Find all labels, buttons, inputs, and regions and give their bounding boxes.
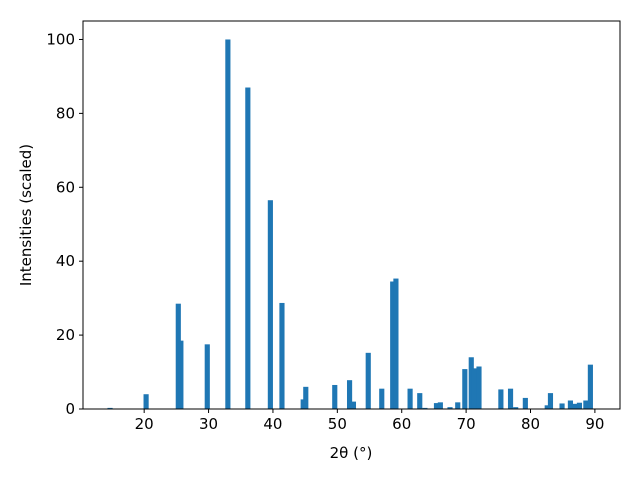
bar [522,397,528,409]
bar [393,278,399,409]
bar [476,366,482,409]
x-tick-label: 50 [328,415,347,433]
bar [390,281,396,409]
y-axis-label: Intensities (scaled) [17,144,35,286]
bar [471,368,478,409]
bar [303,386,309,409]
bar [468,357,474,409]
bar [547,393,554,409]
bar [462,369,468,409]
bar [583,400,589,409]
bar [143,394,149,409]
bar [365,352,371,409]
y-tick-label: 40 [56,252,75,270]
bar [175,303,181,409]
bar [455,402,461,409]
bar [332,384,338,409]
bar [567,400,573,409]
bar [279,302,285,409]
bar [407,388,413,409]
y-tick-label: 0 [65,400,75,418]
bar [572,403,579,409]
x-tick-label: 60 [392,415,411,433]
bar [422,407,428,409]
bar [544,405,550,409]
x-tick-label: 70 [457,415,476,433]
x-tick-label: 90 [585,415,604,433]
bar [433,403,440,409]
bar [437,402,443,409]
bar [350,401,357,409]
bar [513,407,519,409]
x-tick-label: 40 [263,415,282,433]
y-tick-label: 100 [46,30,75,48]
x-tick-label: 80 [521,415,540,433]
bar [417,393,423,409]
bar [447,407,453,409]
y-tick-label: 80 [56,104,75,122]
bar [107,407,113,409]
y-tick-label: 20 [56,326,75,344]
y-tick-label: 60 [56,178,75,196]
bar [379,388,385,409]
bar [225,39,231,409]
bar [498,389,504,409]
bar [204,344,210,409]
bar [507,388,514,409]
x-tick-label: 30 [199,415,218,433]
plot-frame [82,20,621,410]
bar [245,87,251,409]
bar [576,402,583,409]
bar [559,403,565,409]
x-axis-label: 2θ (°) [330,444,373,462]
bar [267,200,273,409]
bar [587,364,593,409]
x-tick-label: 20 [135,415,154,433]
bar [178,340,184,409]
bar [346,380,353,409]
